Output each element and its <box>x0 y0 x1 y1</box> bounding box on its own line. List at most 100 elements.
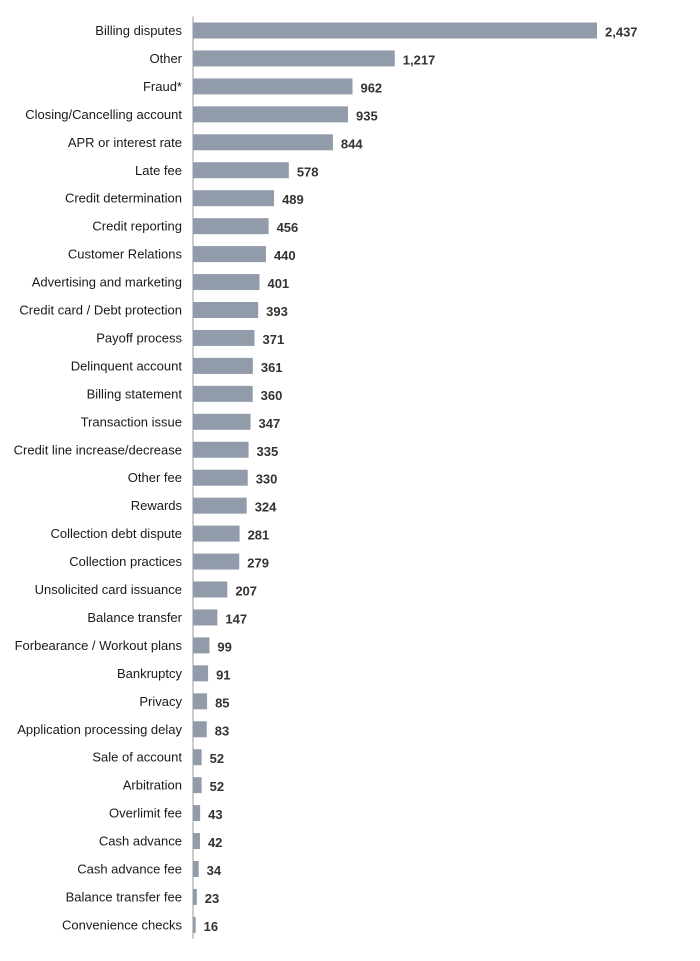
bar <box>193 805 201 822</box>
bar <box>193 861 199 877</box>
bar <box>193 218 269 235</box>
bar <box>193 693 208 710</box>
category-label: Credit card / Debt protection <box>19 303 182 318</box>
bar <box>193 134 333 151</box>
bar <box>193 22 597 39</box>
category-label: Credit reporting <box>92 219 182 234</box>
value-label: 440 <box>274 248 296 263</box>
value-label: 83 <box>215 723 229 738</box>
value-label: 962 <box>360 80 382 95</box>
bar <box>193 609 218 626</box>
value-label: 2,437 <box>605 25 638 40</box>
bar <box>193 413 251 430</box>
value-label: 330 <box>256 472 278 487</box>
bar <box>193 888 197 905</box>
category-label: Collection practices <box>69 554 182 569</box>
value-label: 335 <box>257 444 279 459</box>
category-label: Rewards <box>131 498 183 513</box>
bar <box>193 329 255 346</box>
category-label: Arbitration <box>123 778 182 793</box>
value-label: 43 <box>208 807 222 822</box>
bar <box>193 106 348 123</box>
category-labels-group: Billing disputes Other Fraud* Closing/Cance… <box>14 23 183 932</box>
value-label: 401 <box>267 276 289 291</box>
value-label: 23 <box>205 891 219 906</box>
category-label: Other fee <box>128 470 182 485</box>
value-label: 489 <box>282 192 304 207</box>
category-label: APR or interest rate <box>68 135 182 150</box>
category-label: Advertising and marketing <box>32 275 182 290</box>
category-label: Billing disputes <box>95 23 182 38</box>
category-label: Collection debt dispute <box>50 526 182 541</box>
bar <box>193 665 209 682</box>
category-label: Privacy <box>139 694 182 709</box>
bar <box>193 721 207 738</box>
category-label: Cash advance <box>99 834 182 849</box>
value-label: 347 <box>259 416 281 431</box>
category-label: Balance transfer <box>87 610 182 625</box>
category-label: Balance transfer fee <box>66 889 182 904</box>
value-label: 393 <box>266 304 288 319</box>
category-label: Overlimit fee <box>109 806 182 821</box>
value-label: 91 <box>216 667 230 682</box>
category-label: Fraud* <box>143 79 182 94</box>
bar <box>193 385 253 402</box>
category-label: Cash advance fee <box>77 862 182 877</box>
category-label: Payoff process <box>96 330 182 345</box>
bar <box>193 916 196 933</box>
bar <box>193 246 266 263</box>
bar <box>193 525 240 542</box>
category-label: Billing statement <box>87 386 183 401</box>
bar <box>193 833 200 850</box>
value-label: 935 <box>356 108 378 123</box>
bar <box>193 637 210 654</box>
bar <box>193 497 247 514</box>
bar <box>193 581 228 598</box>
bar <box>193 469 248 486</box>
bar <box>193 749 202 766</box>
category-label: Convenience checks <box>62 917 182 932</box>
value-label: 281 <box>248 528 270 543</box>
value-label: 207 <box>235 584 257 599</box>
bar <box>193 777 202 794</box>
value-label: 371 <box>263 332 285 347</box>
value-label: 34 <box>207 863 222 878</box>
value-label: 99 <box>217 639 231 654</box>
bar <box>193 553 240 570</box>
value-label: 42 <box>208 835 222 850</box>
bars-group <box>193 22 597 933</box>
bar <box>193 441 249 458</box>
category-label: Credit determination <box>65 191 182 206</box>
value-label: 147 <box>225 611 247 626</box>
category-label: Sale of account <box>92 750 182 765</box>
value-label: 578 <box>297 164 319 179</box>
value-label: 456 <box>277 220 299 235</box>
value-label: 324 <box>255 500 277 515</box>
category-label: Delinquent account <box>71 358 183 373</box>
category-label: Bankruptcy <box>117 666 183 681</box>
value-label: 360 <box>261 388 283 403</box>
value-label: 361 <box>261 360 283 375</box>
bar <box>193 302 259 318</box>
bar <box>193 274 260 291</box>
category-label: Customer Relations <box>68 247 183 262</box>
category-label: Transaction issue <box>81 414 182 429</box>
value-label: 85 <box>215 695 229 710</box>
category-label: Late fee <box>135 163 182 178</box>
value-label: 279 <box>247 556 269 571</box>
value-label: 16 <box>204 919 218 934</box>
bar <box>193 162 289 179</box>
value-labels-group: 2,437 1,217 962 935 844 578 489 456 440 401 393 371… <box>204 25 638 934</box>
bar <box>193 190 275 207</box>
category-label: Unsolicited card issuance <box>35 582 182 597</box>
value-label: 52 <box>210 751 224 766</box>
category-label: Credit line increase/decrease <box>14 442 182 457</box>
bar <box>193 78 353 95</box>
category-label: Application processing delay <box>17 722 182 737</box>
bar <box>193 357 253 374</box>
bar <box>193 50 395 67</box>
category-label: Closing/Cancelling account <box>25 107 182 122</box>
value-label: 844 <box>341 136 363 151</box>
category-label: Forbearance / Workout plans <box>15 638 183 653</box>
